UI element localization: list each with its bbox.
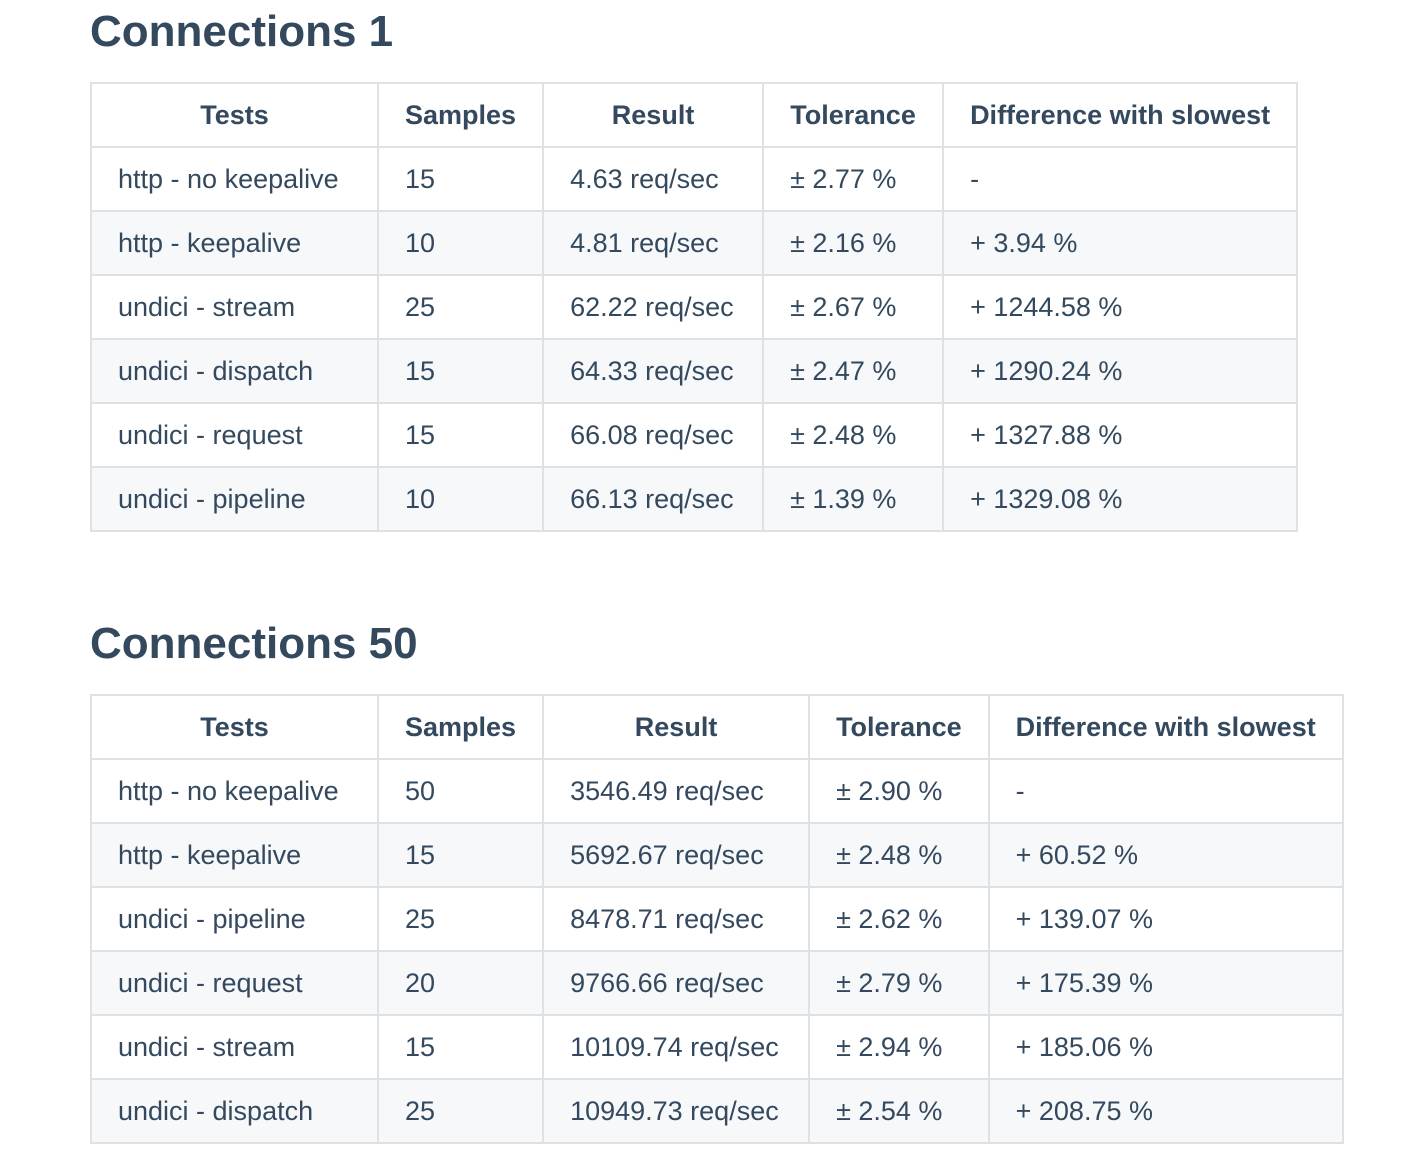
cell-result: 66.08 req/sec — [542, 402, 765, 468]
cell-difference: - — [987, 758, 1344, 824]
cell-samples: 25 — [376, 1078, 545, 1144]
cell-difference: + 175.39 % — [987, 950, 1344, 1016]
cell-test: undici - dispatch — [90, 338, 379, 404]
cell-result: 66.13 req/sec — [542, 466, 765, 532]
cell-tolerance: ± 2.79 % — [808, 950, 990, 1016]
cell-difference: + 1329.08 % — [942, 466, 1299, 532]
cell-tolerance: ± 2.62 % — [808, 886, 990, 952]
column-header-result: Result — [542, 82, 765, 148]
cell-tolerance: ± 2.48 % — [808, 822, 990, 888]
cell-difference: - — [942, 146, 1299, 212]
cell-difference: + 60.52 % — [987, 822, 1344, 888]
cell-test: undici - pipeline — [90, 886, 379, 952]
cell-test: http - keepalive — [90, 210, 379, 276]
cell-tolerance: ± 2.90 % — [808, 758, 990, 824]
cell-samples: 10 — [376, 466, 545, 532]
cell-samples: 25 — [376, 274, 545, 340]
cell-difference: + 1327.88 % — [942, 402, 1299, 468]
cell-difference: + 139.07 % — [987, 886, 1344, 952]
section-connections-1: Connections 1 Tests Samples Result Toler… — [90, 0, 1299, 532]
cell-tolerance: ± 2.16 % — [762, 210, 945, 276]
column-header-tolerance: Tolerance — [762, 82, 945, 148]
column-header-difference: Difference with slowest — [942, 82, 1299, 148]
cell-difference: + 1244.58 % — [942, 274, 1299, 340]
cell-test: undici - stream — [90, 1014, 379, 1080]
cell-samples: 15 — [376, 822, 545, 888]
cell-tolerance: ± 1.39 % — [762, 466, 945, 532]
cell-test: undici - dispatch — [90, 1078, 379, 1144]
cell-test: undici - stream — [90, 274, 379, 340]
cell-tolerance: ± 2.67 % — [762, 274, 945, 340]
cell-tolerance: ± 2.47 % — [762, 338, 945, 404]
cell-samples: 10 — [376, 210, 545, 276]
benchmark-table: Tests Samples Result Tolerance Differenc… — [90, 694, 1344, 1144]
column-header-difference: Difference with slowest — [987, 694, 1344, 760]
section-connections-50: Connections 50 Tests Samples Result Tole… — [90, 612, 1344, 1144]
table-row: http - no keepalive 15 4.63 req/sec ± 2.… — [90, 146, 1299, 212]
cell-result: 9766.66 req/sec — [542, 950, 811, 1016]
cell-result: 10949.73 req/sec — [542, 1078, 811, 1144]
cell-tolerance: ± 2.94 % — [808, 1014, 990, 1080]
table-row: undici - dispatch 15 64.33 req/sec ± 2.4… — [90, 338, 1299, 404]
cell-samples: 25 — [376, 886, 545, 952]
benchmark-table: Tests Samples Result Tolerance Differenc… — [90, 82, 1299, 532]
table-row: undici - stream 25 62.22 req/sec ± 2.67 … — [90, 274, 1299, 340]
cell-samples: 20 — [376, 950, 545, 1016]
column-header-tests: Tests — [90, 694, 379, 760]
cell-test: undici - request — [90, 402, 379, 468]
table-row: undici - pipeline 10 66.13 req/sec ± 1.3… — [90, 466, 1299, 532]
table-header-row: Tests Samples Result Tolerance Differenc… — [90, 694, 1344, 760]
column-header-tolerance: Tolerance — [808, 694, 990, 760]
table-row: undici - request 15 66.08 req/sec ± 2.48… — [90, 402, 1299, 468]
cell-test: undici - request — [90, 950, 379, 1016]
cell-result: 4.63 req/sec — [542, 146, 765, 212]
cell-test: undici - pipeline — [90, 466, 379, 532]
cell-samples: 15 — [376, 146, 545, 212]
table-row: undici - pipeline 25 8478.71 req/sec ± 2… — [90, 886, 1344, 952]
cell-tolerance: ± 2.54 % — [808, 1078, 990, 1144]
cell-test: http - no keepalive — [90, 758, 379, 824]
table-row: undici - stream 15 10109.74 req/sec ± 2.… — [90, 1014, 1344, 1080]
section-title: Connections 50 — [90, 619, 418, 668]
column-header-tests: Tests — [90, 82, 379, 148]
cell-result: 10109.74 req/sec — [542, 1014, 811, 1080]
cell-difference: + 3.94 % — [942, 210, 1299, 276]
table-row: http - no keepalive 50 3546.49 req/sec ±… — [90, 758, 1344, 824]
table-row: undici - dispatch 25 10949.73 req/sec ± … — [90, 1078, 1344, 1144]
cell-samples: 50 — [376, 758, 545, 824]
column-header-samples: Samples — [376, 82, 545, 148]
cell-tolerance: ± 2.48 % — [762, 402, 945, 468]
cell-difference: + 1290.24 % — [942, 338, 1299, 404]
table-row: http - keepalive 10 4.81 req/sec ± 2.16 … — [90, 210, 1299, 276]
column-header-samples: Samples — [376, 694, 545, 760]
cell-result: 3546.49 req/sec — [542, 758, 811, 824]
cell-result: 64.33 req/sec — [542, 338, 765, 404]
cell-difference: + 208.75 % — [987, 1078, 1344, 1144]
cell-difference: + 185.06 % — [987, 1014, 1344, 1080]
cell-samples: 15 — [376, 338, 545, 404]
table-row: undici - request 20 9766.66 req/sec ± 2.… — [90, 950, 1344, 1016]
cell-test: http - no keepalive — [90, 146, 379, 212]
cell-result: 4.81 req/sec — [542, 210, 765, 276]
cell-samples: 15 — [376, 402, 545, 468]
table-row: http - keepalive 15 5692.67 req/sec ± 2.… — [90, 822, 1344, 888]
cell-tolerance: ± 2.77 % — [762, 146, 945, 212]
cell-samples: 15 — [376, 1014, 545, 1080]
column-header-result: Result — [542, 694, 811, 760]
cell-result: 8478.71 req/sec — [542, 886, 811, 952]
cell-test: http - keepalive — [90, 822, 379, 888]
section-title: Connections 1 — [90, 7, 394, 56]
cell-result: 5692.67 req/sec — [542, 822, 811, 888]
table-header-row: Tests Samples Result Tolerance Differenc… — [90, 82, 1299, 148]
cell-result: 62.22 req/sec — [542, 274, 765, 340]
